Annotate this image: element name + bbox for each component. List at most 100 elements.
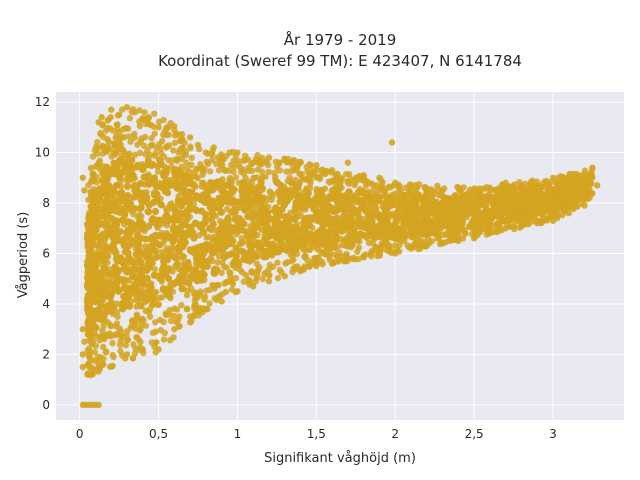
data-point: [188, 161, 195, 169]
data-point: [347, 238, 355, 246]
data-point: [93, 275, 101, 283]
data-point: [154, 272, 162, 280]
data-point: [387, 200, 395, 208]
data-point: [403, 203, 411, 211]
data-point: [94, 193, 103, 201]
data-point: [79, 174, 87, 181]
data-point: [246, 254, 254, 262]
data-point: [124, 218, 132, 226]
data-point: [356, 176, 363, 183]
data-point: [562, 197, 570, 205]
data-point: [446, 207, 454, 215]
data-point: [376, 222, 384, 230]
data-point: [195, 307, 203, 314]
data-point: [470, 189, 478, 197]
data-point: [420, 218, 428, 226]
data-point: [137, 338, 144, 346]
data-point: [322, 236, 330, 244]
data-point: [407, 182, 414, 189]
data-point: [84, 347, 91, 354]
data-point: [486, 230, 494, 237]
data-point: [118, 216, 126, 224]
data-point: [198, 242, 206, 250]
data-point: [375, 197, 383, 205]
data-point: [254, 266, 262, 274]
data-point: [340, 199, 348, 208]
data-point: [158, 137, 166, 145]
data-point: [189, 274, 198, 282]
data-point: [223, 264, 230, 271]
data-point: [345, 171, 353, 178]
data-point: [159, 285, 167, 293]
data-point: [123, 351, 131, 358]
data-point: [95, 357, 102, 365]
data-point: [415, 181, 423, 188]
data-point: [581, 202, 588, 209]
data-point: [365, 192, 374, 200]
data-point: [106, 125, 114, 132]
data-point: [123, 182, 132, 191]
data-point: [309, 203, 317, 211]
data-point: [151, 110, 158, 117]
data-point: [88, 319, 96, 327]
data-point: [85, 329, 94, 338]
data-point: [439, 187, 446, 194]
data-point: [183, 165, 190, 172]
data-point: [427, 229, 435, 237]
data-point: [392, 250, 399, 257]
data-point: [496, 225, 503, 233]
data-point: [99, 150, 106, 157]
data-point: [217, 225, 226, 233]
data-point: [344, 159, 352, 166]
data-point: [84, 283, 92, 291]
data-point: [149, 329, 157, 337]
data-point: [313, 262, 320, 270]
data-point: [259, 204, 268, 212]
data-point: [203, 234, 210, 241]
data-point: [201, 293, 209, 300]
data-point: [195, 259, 203, 267]
data-point: [171, 325, 178, 333]
data-point: [130, 341, 137, 348]
data-point: [187, 143, 194, 150]
data-point: [265, 248, 273, 256]
data-point: [337, 227, 346, 235]
data-point: [118, 302, 126, 310]
data-point: [107, 322, 115, 330]
data-point: [209, 210, 217, 218]
x-tick-label: 1: [234, 427, 242, 441]
data-point: [99, 343, 107, 351]
data-point: [178, 285, 186, 293]
data-point: [344, 255, 352, 262]
data-point: [544, 201, 552, 210]
data-point: [111, 223, 119, 231]
data-point: [155, 346, 162, 353]
x-axis-ticks: 0 0,5 1 1,5 2 2,5 3: [76, 427, 557, 441]
data-point: [167, 317, 175, 325]
data-point: [497, 186, 504, 193]
data-point: [126, 150, 133, 157]
data-point: [88, 267, 96, 275]
data-point: [407, 245, 415, 252]
data-point: [285, 230, 294, 239]
data-point: [229, 237, 237, 245]
data-point: [473, 220, 481, 228]
data-point: [170, 223, 178, 231]
data-point: [103, 308, 111, 316]
data-point: [97, 302, 105, 310]
data-point: [164, 217, 172, 225]
data-point: [402, 217, 410, 226]
data-point: [157, 145, 164, 153]
data-point: [170, 312, 178, 320]
data-point: [160, 116, 167, 124]
data-point: [154, 216, 162, 224]
data-point: [253, 252, 261, 260]
data-point: [277, 238, 285, 247]
data-point: [307, 231, 315, 239]
data-point: [239, 179, 247, 187]
data-point: [200, 228, 208, 236]
data-point: [344, 178, 351, 186]
data-point: [423, 189, 430, 197]
data-point: [334, 201, 342, 209]
data-point: [422, 210, 430, 218]
